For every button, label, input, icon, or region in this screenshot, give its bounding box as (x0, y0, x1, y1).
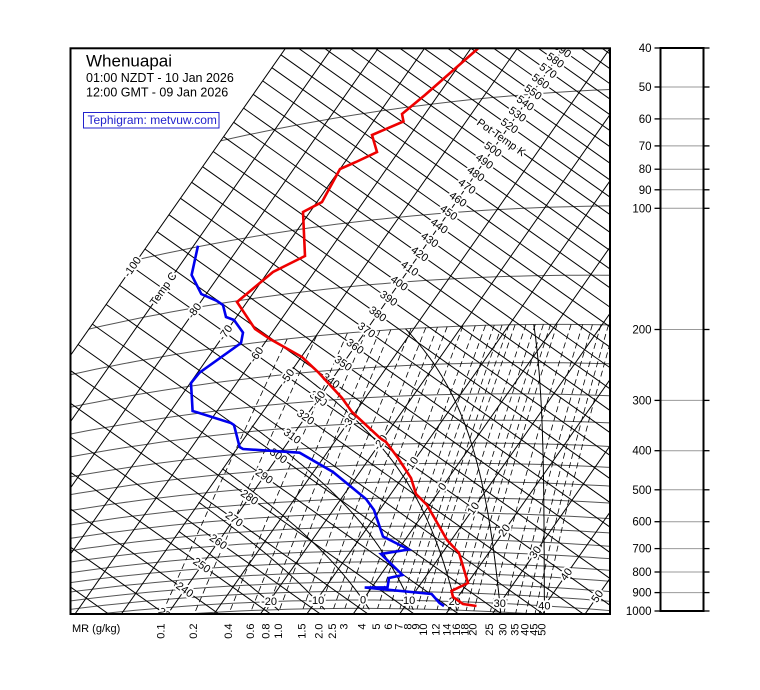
svg-text:12: 12 (431, 624, 443, 636)
svg-text:-10: -10 (308, 595, 324, 607)
svg-text:-20: -20 (261, 596, 277, 608)
svg-text:10: 10 (418, 624, 430, 636)
svg-text:300: 300 (632, 395, 651, 407)
svg-text:2.0: 2.0 (314, 624, 326, 639)
svg-text:0.4: 0.4 (223, 624, 235, 639)
svg-text:40: 40 (538, 600, 550, 612)
svg-text:35: 35 (509, 624, 521, 636)
svg-text:60: 60 (639, 114, 652, 126)
svg-text:30: 30 (498, 624, 510, 636)
svg-text:9: 9 (411, 624, 423, 630)
svg-text:0.6: 0.6 (245, 624, 257, 639)
svg-text:16: 16 (451, 624, 463, 636)
svg-text:7: 7 (393, 624, 405, 630)
svg-text:0.1: 0.1 (156, 624, 168, 639)
svg-text:2.5: 2.5 (327, 624, 339, 639)
svg-text:Tephigram: metvuw.com: Tephigram: metvuw.com (88, 113, 217, 127)
svg-text:900: 900 (632, 588, 651, 600)
svg-text:50: 50 (537, 624, 549, 636)
svg-text:MR (g/kg): MR (g/kg) (72, 623, 120, 635)
svg-text:800: 800 (632, 567, 651, 579)
svg-text:90: 90 (639, 185, 652, 197)
svg-text:80: 80 (639, 164, 652, 176)
svg-text:70: 70 (639, 141, 652, 153)
svg-text:50: 50 (639, 82, 652, 94)
svg-text:700: 700 (632, 544, 651, 556)
svg-text:200: 200 (632, 325, 651, 337)
svg-text:8: 8 (403, 624, 415, 630)
svg-text:25: 25 (484, 624, 496, 636)
svg-text:4: 4 (357, 624, 369, 630)
svg-text:40: 40 (639, 43, 652, 55)
svg-text:500: 500 (632, 485, 651, 497)
svg-text:3: 3 (338, 624, 350, 630)
svg-text:0.2: 0.2 (188, 624, 200, 639)
svg-text:230: 230 (156, 606, 178, 626)
svg-text:1000: 1000 (626, 606, 652, 618)
svg-text:1.5: 1.5 (297, 624, 309, 639)
svg-text:18: 18 (460, 624, 472, 636)
svg-text:10: 10 (403, 595, 415, 607)
svg-text:Whenuapai: Whenuapai (86, 52, 172, 71)
svg-text:0.8: 0.8 (261, 624, 273, 639)
svg-text:45: 45 (529, 624, 541, 636)
svg-text:20: 20 (467, 624, 479, 636)
svg-text:600: 600 (632, 517, 651, 529)
svg-text:400: 400 (632, 446, 651, 458)
svg-text:6: 6 (383, 624, 395, 630)
svg-text:12:00 GMT - 09 Jan 2026: 12:00 GMT - 09 Jan 2026 (86, 86, 228, 100)
svg-text:30: 30 (494, 598, 506, 610)
svg-text:100: 100 (632, 203, 651, 215)
svg-text:1.0: 1.0 (273, 624, 285, 639)
svg-text:0: 0 (360, 595, 366, 607)
svg-text:40: 40 (519, 624, 531, 636)
svg-text:14: 14 (442, 624, 454, 636)
svg-text:01:00 NZDT - 10 Jan 2026: 01:00 NZDT - 10 Jan 2026 (86, 71, 234, 85)
svg-text:5: 5 (371, 624, 383, 630)
